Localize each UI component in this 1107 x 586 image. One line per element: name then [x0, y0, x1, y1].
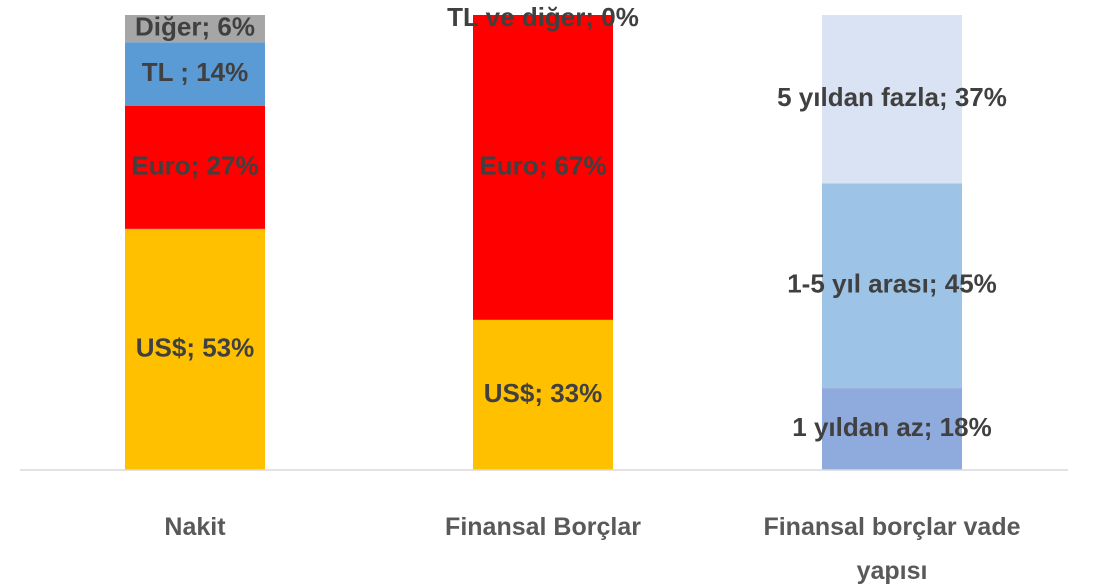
data-label: Euro; 67%: [479, 150, 606, 180]
bar-segment: [125, 15, 265, 43]
bar-segment: [822, 388, 962, 470]
data-label: 1 yıldan az; 18%: [792, 412, 991, 442]
data-label: TL ve diğer; 0%: [447, 2, 639, 32]
bar-segment: [473, 15, 613, 320]
x-tick-label: Nakit: [164, 513, 226, 541]
bar-segment: [822, 183, 962, 389]
data-label: US$; 53%: [136, 332, 255, 362]
x-tick-label: Finansal borçlar vade yapısı: [763, 513, 1021, 585]
bar-segment: [822, 15, 962, 184]
data-label: Diğer; 6%: [135, 12, 255, 42]
data-label: 1-5 yıl arası; 45%: [787, 269, 997, 299]
data-label: TL ; 14%: [142, 57, 248, 87]
data-label: US$; 33%: [484, 378, 603, 408]
bar-segment: [125, 106, 265, 229]
bar-segment: [125, 228, 265, 470]
data-label: 5 yıldan fazla; 37%: [777, 82, 1007, 112]
bar-segment: [125, 42, 265, 106]
bar-segment: [473, 319, 613, 470]
x-tick-label: Finansal Borçlar: [445, 513, 641, 541]
data-label: Euro; 27%: [131, 150, 258, 180]
